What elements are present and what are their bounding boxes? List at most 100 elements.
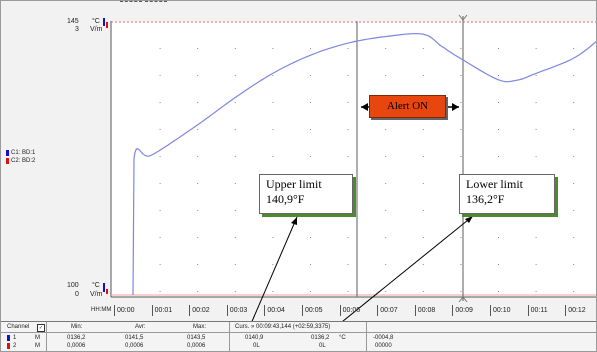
grid-dot [159,291,161,292]
grid-dot [272,48,274,49]
y-max-volt: 3 [75,26,79,33]
grid-dot [234,48,236,49]
grid-dot [310,237,311,238]
row-2-id: 2 [13,343,17,349]
cursor-top-marker [458,14,468,21]
grid-dot [498,102,499,103]
grid-dot [498,75,499,76]
grid-dot [234,75,236,76]
channel-1-label[interactable]: C1: BD:1 [6,150,35,157]
grid-dot [535,48,537,49]
y-bottom-unit-volt: V/m [90,291,103,298]
arrow-head-right [452,103,459,111]
ch1-axis-tick [103,18,105,26]
y-top-unit-volt: V/m [90,26,103,33]
grid-dot [159,156,161,157]
grid-dot [197,48,199,49]
grid-dot [573,129,575,130]
grid-dot [422,210,424,211]
grid-dot [573,237,575,238]
header-channel: Channel [7,324,30,330]
grid-dot [234,291,236,292]
grid-dot [347,264,349,265]
statistics-table: Channel ✓ Min: Avr: Max: Curs. » 00:09:4… [1,321,596,351]
y-top-unit-temp: °C [92,18,100,25]
top-dash-mark [145,1,167,5]
grid-dot [159,237,161,238]
grid-dot [460,129,462,130]
grid-dot [272,75,274,76]
upper-limit-value: 140,9°F [266,192,305,206]
upper-limit-leader-head [291,217,297,225]
lower-limit-title: Lower limit [466,177,523,191]
channel-checkbox[interactable]: ✓ [37,324,45,332]
row-1-unit: °C [339,335,346,341]
y-min-volt: 0 [75,291,79,298]
grid-dot [234,264,236,265]
grid-dot [234,183,236,184]
x-axis-label: HH:MM [91,307,112,313]
grid-dot [573,210,575,211]
arrow-head-left [361,103,368,111]
x-tick-label: 00:11 [527,305,548,316]
row-2-color [7,343,10,349]
grid-dot [159,210,161,211]
series-line-temperature [132,32,596,296]
grid-dot [460,291,462,292]
grid-dot [535,102,537,103]
channel-2-label[interactable]: C2: BD:2 [6,158,35,165]
ch2-axis-tick [106,289,108,294]
grid-dot [460,75,462,76]
lower-limit-leader-head [465,216,473,223]
y-max-temp: 145 [67,18,79,25]
plot-area[interactable] [111,21,596,297]
x-tick-label: 00:10 [490,305,511,316]
grid-dot [385,156,387,157]
header-divider [1,332,596,333]
grid-dot [422,75,424,76]
grid-dot [310,75,311,76]
grid-dot [234,102,236,103]
grid-dot [197,102,199,103]
row-2-diff: 00000 [375,343,392,349]
row-2-type: M [35,343,40,349]
lower-limit-value: 136,2°F [466,192,505,206]
grid-dot [422,264,424,265]
grid-dot [385,210,387,211]
grid-dot [498,129,499,130]
row-2-cursor1: 0L [253,343,260,349]
grid-dot [159,102,161,103]
grid-dot [460,156,462,157]
row-1-cursor1: 0140,9 [245,335,264,341]
row-1-id: 1 [13,335,17,341]
grid-dot [347,75,349,76]
row-1-min: 0136,2 [67,335,86,341]
row-2-cursor2: 0L [319,343,326,349]
grid-dot [310,156,311,157]
header-cursor: Curs. » 00:09:43,144 (+02:59,3375) [235,324,331,330]
grid-dot [310,102,311,103]
grid-dot [535,237,537,238]
header-avr: Avr: [135,324,146,330]
grid-dot [347,237,349,238]
row-1-max: 0143,5 [187,335,206,341]
grid-dot [234,156,236,157]
grid-dot [310,129,311,130]
grid-dot [460,237,462,238]
x-tick-label: 00:06 [339,305,361,316]
grid-dot [197,291,199,292]
row-1-color [7,335,10,341]
grid-dot [385,237,387,238]
alert-on-badge: Alert ON [369,95,446,118]
grid-dot [535,156,537,157]
x-tick-label: 00:09 [452,305,473,316]
y-min-temp: 100 [67,282,79,289]
grid-dot [159,264,161,265]
grid-dot [573,264,575,265]
ch1-axis-tick [103,283,105,292]
x-tick-label: 00:05 [302,305,323,316]
cursor-bottom-marker [458,296,468,303]
grid-dot [385,75,387,76]
upper-limit-callout: Upper limit 140,9°F [259,174,353,214]
